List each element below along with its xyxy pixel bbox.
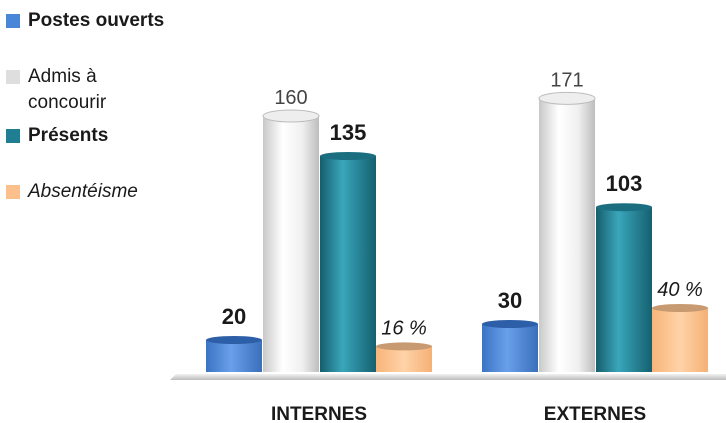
bar (652, 308, 708, 372)
bar-cap (320, 152, 376, 160)
legend-item-admis: Admis à concourir (6, 64, 148, 116)
legend-label: Absentéisme (28, 181, 138, 202)
data-label: 40 % (657, 279, 703, 301)
legend-item-absenteisme: Absentéisme (6, 179, 168, 205)
data-label: 30 (498, 288, 522, 313)
bar (539, 98, 595, 373)
bar-cap (652, 304, 708, 312)
data-label: 103 (606, 171, 643, 196)
bar (596, 207, 652, 372)
bar (376, 346, 432, 372)
bar (206, 340, 262, 372)
bar-cap (376, 342, 432, 351)
legend-label: Présents (28, 125, 109, 146)
bar-cap (538, 91, 596, 105)
category-label: EXTERNES (544, 404, 646, 423)
bar-cap (482, 320, 538, 328)
data-label: 135 (330, 120, 367, 145)
data-label: 16 % (381, 317, 427, 339)
category-label: INTERNES (271, 404, 367, 423)
bar (482, 324, 538, 372)
chart-floor (170, 374, 726, 380)
data-label: 171 (550, 69, 583, 91)
bar-cap (206, 336, 262, 344)
legend-label: Postes ouverts (28, 10, 165, 31)
bar (320, 156, 376, 372)
legend-swatch (6, 70, 20, 84)
bar (263, 116, 319, 372)
legend-item-postes-ouverts: Postes ouverts (6, 8, 168, 34)
legend-swatch (6, 14, 20, 28)
data-label: 160 (274, 87, 307, 109)
legend-item-presents: Présents (6, 123, 168, 149)
bar-cap (596, 203, 652, 212)
bar-cap (262, 109, 320, 123)
legend-swatch (6, 129, 20, 143)
data-label: 20 (222, 304, 246, 329)
legend-swatch (6, 185, 20, 199)
legend-label: Admis à concourir (28, 66, 107, 113)
